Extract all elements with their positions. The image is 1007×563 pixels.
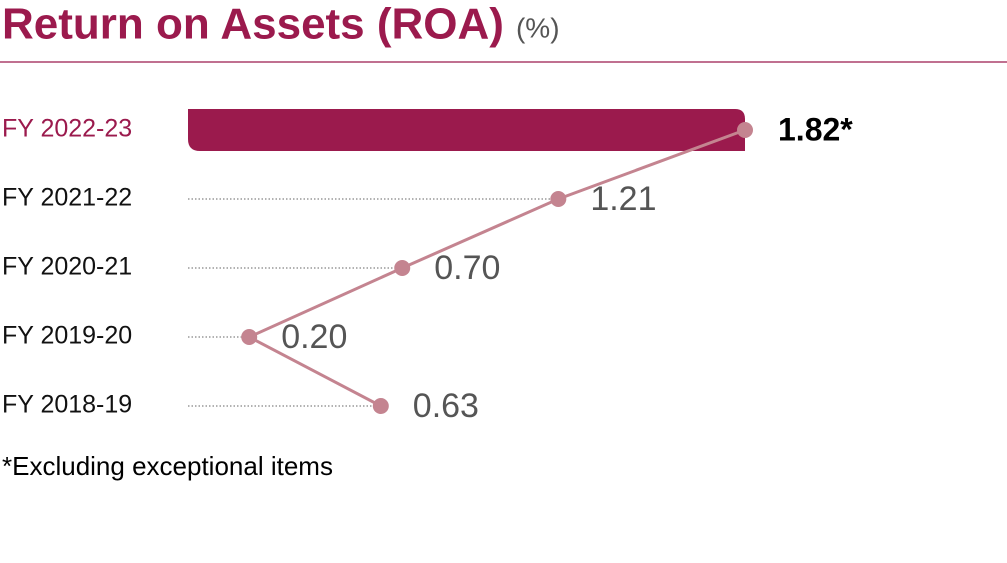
value-label: 0.20	[281, 318, 347, 356]
category-label: FY 2021-22	[2, 184, 132, 212]
chart-unit: (%)	[516, 12, 560, 43]
value-label: 0.70	[434, 249, 500, 287]
point	[394, 260, 411, 276]
value-label: 1.82*	[778, 111, 853, 147]
footnote: *Excluding exceptional items	[2, 451, 333, 481]
category-label: FY 2022-23	[2, 115, 132, 143]
value-label: 1.21	[590, 180, 656, 218]
bar	[188, 109, 745, 151]
point	[737, 122, 753, 138]
point	[241, 329, 258, 345]
category-label: FY 2018-19	[2, 391, 132, 419]
chart-title: Return on Assets (ROA)	[2, 0, 504, 49]
value-label: 0.63	[413, 387, 479, 425]
point	[550, 191, 567, 207]
point	[372, 398, 389, 414]
category-label: FY 2019-20	[2, 322, 132, 350]
category-label: FY 2020-21	[2, 253, 132, 281]
